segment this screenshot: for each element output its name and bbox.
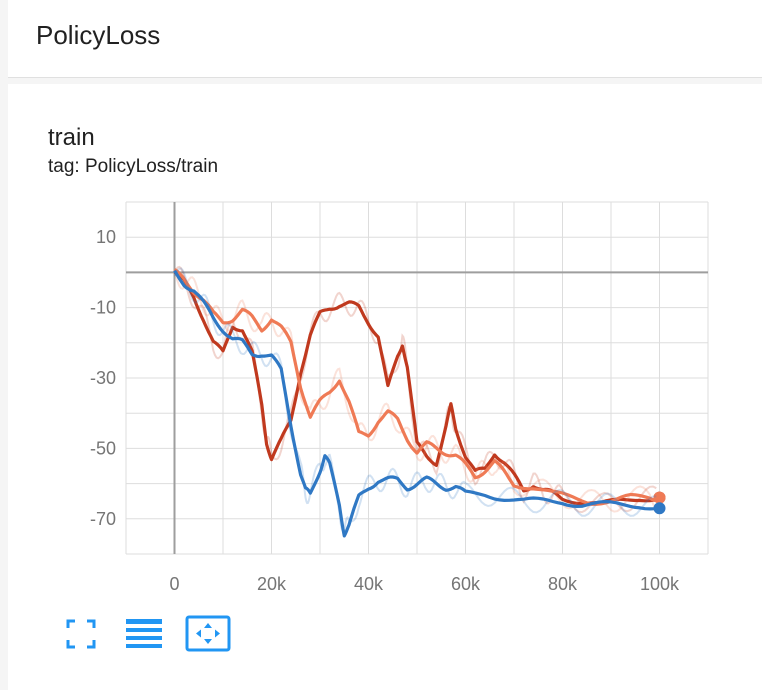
series-2-line [173, 269, 660, 538]
y-tick-label: -30 [90, 368, 116, 388]
series-1-raw-line [173, 270, 659, 513]
series-2-raw-line [173, 267, 657, 532]
x-tick-label: 40k [354, 574, 384, 594]
series-lines [173, 265, 666, 538]
log-scale-button[interactable] [122, 614, 166, 654]
series-0-line [173, 270, 661, 506]
series-1-end-marker [653, 491, 666, 504]
page-header: PolicyLoss [8, 0, 762, 78]
toggle-log-scale-icon [126, 619, 162, 648]
zero-axis-lines [126, 202, 708, 554]
chart-tag: tag: PolicyLoss/train [48, 156, 219, 177]
x-tick-label: 20k [257, 574, 287, 594]
grid-lines [125, 201, 709, 555]
x-tick-label: 0 [169, 574, 179, 594]
x-tick-label: 80k [548, 574, 578, 594]
series-0-raw-line [173, 265, 657, 514]
line-chart[interactable]: 0 20k 40k 60k 80k 100k 10 -10 -30 -50 -70 [8, 84, 762, 604]
tick-labels: 0 20k 40k 60k 80k 100k 10 -10 -30 -50 -70 [90, 227, 680, 594]
expand-chart-button[interactable] [184, 614, 231, 654]
expand-chart-icon [185, 615, 231, 652]
chart-card: train tag: PolicyLoss/train 0 20k 40k 60k 80… [8, 84, 762, 690]
y-tick-label: -70 [90, 509, 116, 529]
x-tick-label: 100k [640, 574, 680, 594]
page-title: PolicyLoss [36, 20, 161, 50]
y-tick-label: -10 [90, 298, 116, 318]
series-2-end-marker [653, 502, 666, 515]
x-tick-label: 60k [451, 574, 481, 594]
fit-domain-button[interactable] [62, 614, 106, 654]
series-1-line [173, 268, 661, 506]
fit-domain-icon [66, 619, 96, 649]
y-tick-label: -50 [90, 438, 116, 458]
y-tick-label: 10 [96, 227, 116, 247]
chart-title: train [48, 124, 95, 151]
